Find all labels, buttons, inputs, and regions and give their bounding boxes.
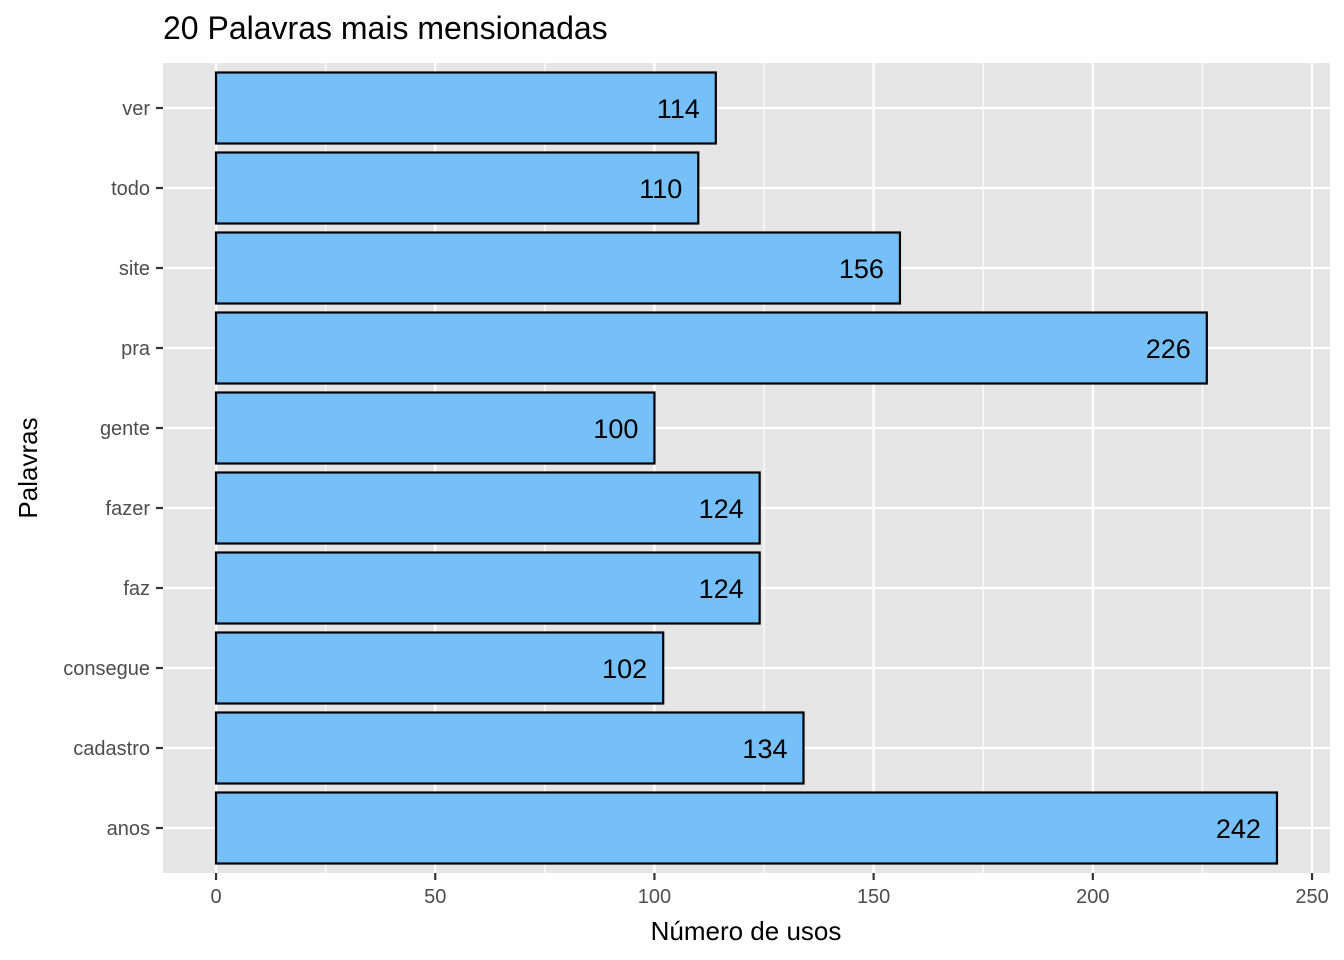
- data-label-pra: 226: [1146, 334, 1191, 364]
- data-label-fazer: 124: [699, 494, 744, 524]
- bar-site: [214, 231, 902, 305]
- y-tick-label-ver: ver: [122, 98, 150, 120]
- x-axis: 0 50 100 150 200 250: [210, 873, 1329, 908]
- y-tick-label-site: site: [119, 258, 150, 280]
- y-tick-label-pra: pra: [121, 338, 151, 360]
- x-tick-label: 200: [1076, 886, 1109, 908]
- y-tick-label-anos: anos: [107, 818, 150, 840]
- data-label-consegue: 102: [602, 654, 647, 684]
- bar-consegue: [214, 631, 665, 705]
- y-axis-title: Palavras: [13, 417, 43, 518]
- bar-cadastro: [214, 711, 805, 785]
- bar-pra: [214, 311, 1208, 385]
- bar-faz: [214, 551, 761, 625]
- data-label-faz: 124: [699, 574, 744, 604]
- y-axis: anos cadastro consegue faz fazer gente pra site…: [63, 98, 163, 840]
- y-tick-label-fazer: fazer: [106, 498, 151, 520]
- chart-title: 20 Palavras mais mensionadas: [163, 10, 608, 46]
- bar-gente: [214, 391, 656, 465]
- x-tick-label: 100: [638, 886, 671, 908]
- bar-anos: [214, 791, 1279, 865]
- y-tick-label-todo: todo: [111, 178, 150, 200]
- bar-fazer: [214, 471, 761, 545]
- y-tick-label-gente: gente: [100, 418, 150, 440]
- data-label-ver: 114: [657, 94, 700, 124]
- x-tick-label: 250: [1295, 886, 1328, 908]
- x-tick-label: 0: [210, 886, 221, 908]
- bar-ver: [214, 71, 717, 145]
- y-tick-label-consegue: consegue: [63, 658, 150, 680]
- x-axis-title: Número de usos: [651, 916, 842, 946]
- x-tick-label: 50: [424, 886, 446, 908]
- bar-todo: [214, 151, 700, 225]
- data-label-cadastro: 134: [742, 734, 787, 764]
- data-label-gente: 100: [593, 414, 638, 444]
- data-label-site: 156: [839, 254, 884, 284]
- x-tick-label: 150: [857, 886, 890, 908]
- data-label-todo: 110: [639, 174, 682, 204]
- y-tick-label-faz: faz: [123, 578, 150, 600]
- data-label-anos: 242: [1216, 814, 1261, 844]
- bars: 242 134 102 124 124 100 226 156 110 114: [214, 71, 1279, 865]
- y-tick-label-cadastro: cadastro: [73, 738, 150, 760]
